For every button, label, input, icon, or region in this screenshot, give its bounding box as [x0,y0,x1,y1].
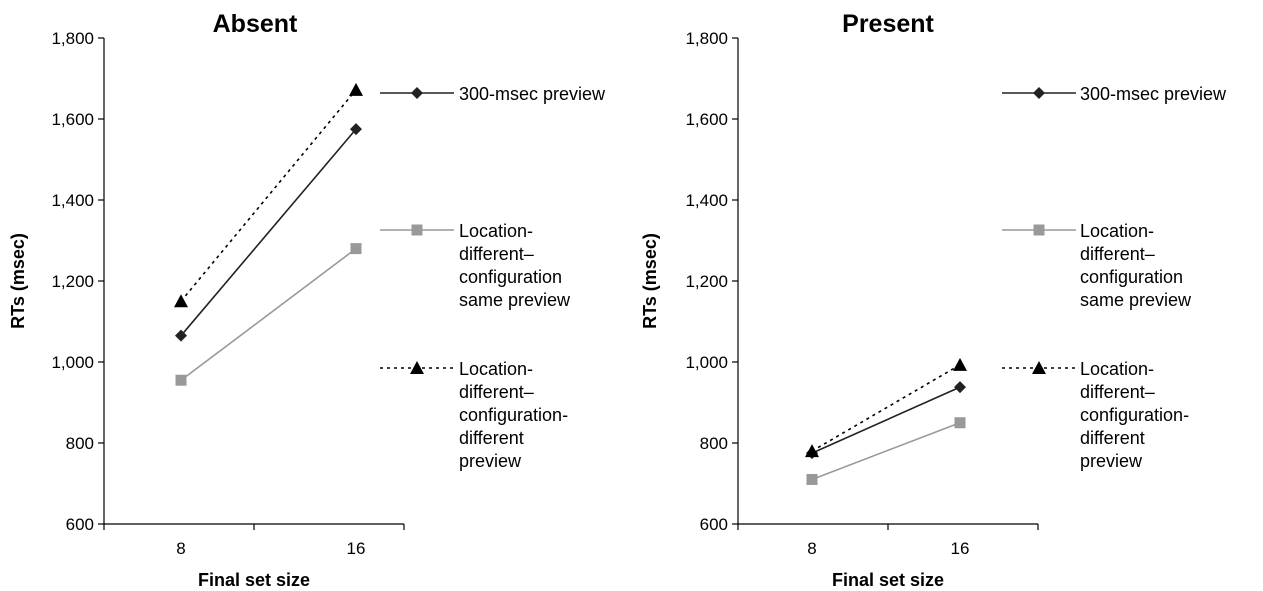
y-tick-label: 600 [700,515,728,534]
data-point [175,329,187,342]
legend-label: different– [1080,382,1155,402]
legend-marker [410,361,424,374]
x-tick-label: 16 [951,539,970,558]
series-line [811,364,961,452]
y-tick-label: 800 [66,434,94,453]
series-0 [806,381,966,460]
chart-title: Present [842,10,934,38]
y-tick-label: 1,400 [51,191,94,210]
data-point [349,82,363,96]
data-point [954,381,966,394]
data-point [174,294,188,308]
series-1 [806,417,966,485]
chart-panel-0: Absent 600 800 1,000 1,200 1,400 1,600 1,800 8 16… [8,10,606,590]
y-tick-label: 800 [700,434,728,453]
legend-label: same preview [459,290,571,310]
series-line [180,128,357,337]
y-axis-title: RTs (msec) [8,233,28,329]
legend-label: different [459,428,524,448]
legend-label: different– [1080,244,1155,264]
legend-label: configuration- [1080,405,1189,425]
data-point [350,123,362,136]
data-point [806,473,818,485]
legend-label: different– [459,382,534,402]
legend-label: Location- [1080,221,1154,241]
x-axis-title: Final set size [198,570,310,590]
series-2 [174,82,363,308]
series-2 [805,357,967,458]
series-0 [175,123,362,342]
y-tick-label: 1,200 [685,272,728,291]
y-axis-title: RTs (msec) [640,233,660,329]
y-tick-label: 600 [66,515,94,534]
legend-entry-2: Location-different– configuration-differe… [1002,359,1189,471]
legend-entry-2: Location-different– configuration-differe… [380,359,568,471]
legend-marker [1032,361,1046,374]
chart-title: Absent [213,10,298,38]
legend-label: 300-msec preview [459,84,606,104]
legend-label: same preview [1080,290,1192,310]
legend-label: different [1080,428,1145,448]
x-axis-title: Final set size [832,570,944,590]
legend-entry-1: Location-different– configuration same pre… [1002,221,1192,310]
y-tick-label: 1,600 [51,110,94,129]
legend-entry-0: 300-msec preview [1002,84,1227,104]
data-point [954,417,966,429]
legend-marker [1033,87,1045,99]
series-line [180,89,357,302]
legend-label: Location- [459,359,533,379]
legend-marker [411,224,423,236]
x-tick-label: 8 [807,539,816,558]
legend-entry-1: Location-different– configuration same pre… [380,221,571,310]
legend-label: configuration- [459,405,568,425]
legend-label: different– [459,244,534,264]
chart-panel-1: Present 600 800 1,000 1,200 1,400 1,600 1,800 8 1… [640,10,1227,590]
legend-label: 300-msec preview [1080,84,1227,104]
series-1 [175,243,362,386]
legend-marker [411,87,423,99]
series-line [811,422,961,481]
legend-label: configuration [1080,267,1183,287]
y-tick-label: 1,800 [685,29,728,48]
series-line [811,386,961,454]
data-point [805,444,819,458]
y-tick-label: 1,800 [51,29,94,48]
legend-label: preview [459,451,522,471]
y-tick-label: 1,200 [51,272,94,291]
legend-marker [1033,224,1045,236]
y-tick-label: 1,000 [685,353,728,372]
legend-label: configuration [459,267,562,287]
data-point [953,357,967,371]
y-tick-label: 1,400 [685,191,728,210]
legend-label: Location- [1080,359,1154,379]
legend-entry-0: 300-msec preview [380,84,606,104]
data-point [175,374,187,386]
y-tick-label: 1,000 [51,353,94,372]
data-point [350,243,362,255]
legend-label: preview [1080,451,1143,471]
y-tick-label: 1,600 [685,110,728,129]
legend-label: Location- [459,221,533,241]
series-line [180,247,357,381]
x-tick-label: 8 [176,539,185,558]
x-tick-label: 16 [347,539,366,558]
